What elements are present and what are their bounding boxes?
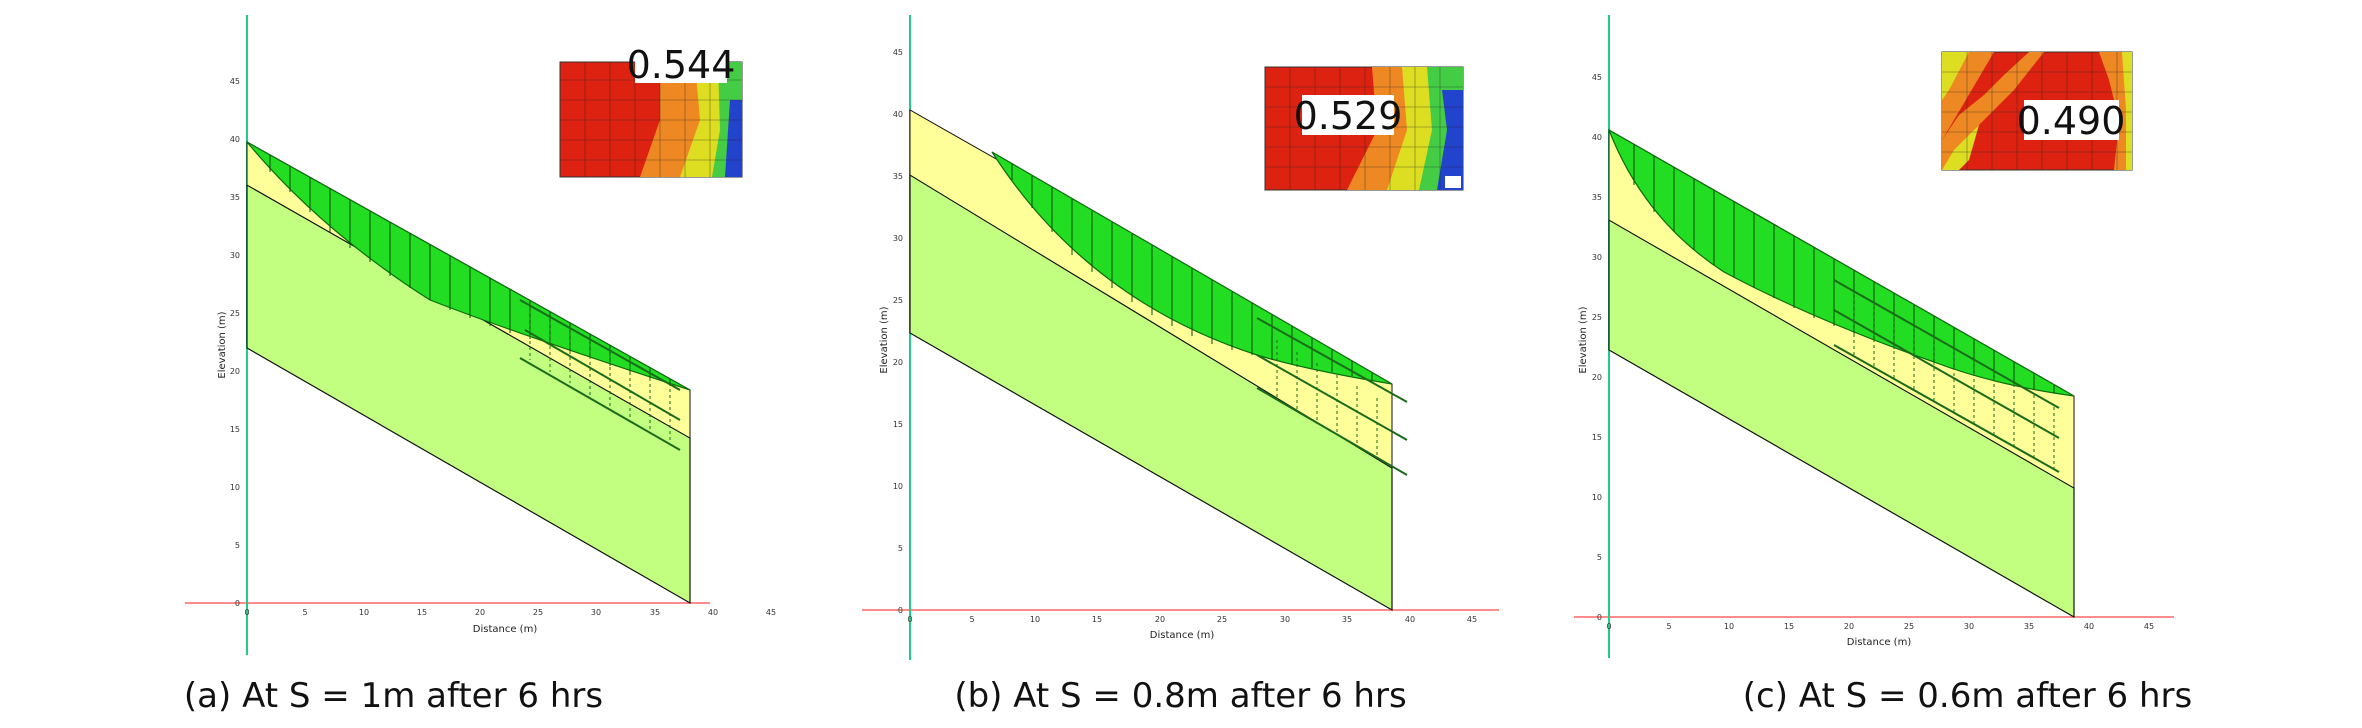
x-tick: 45 [2144, 622, 2154, 631]
y-tick: 40 [230, 135, 240, 144]
x-tick: 10 [1724, 622, 1734, 631]
y-tick: 15 [230, 425, 240, 434]
x-tick: 25 [533, 608, 543, 617]
slip-mass [246, 141, 691, 391]
factor-of-safety-label: 0.544 [627, 43, 736, 87]
y-tick: 35 [1592, 193, 1602, 202]
panel-b: 0 5 10 15 20 25 30 35 40 45 0 5 10 15 20… [787, 0, 1574, 728]
y-tick: 5 [235, 541, 240, 550]
y-tick: 25 [230, 309, 240, 318]
y-tick: 40 [893, 110, 903, 119]
x-tick: 25 [1217, 615, 1227, 624]
x-tick: 40 [1405, 615, 1415, 624]
x-tick: 45 [1467, 615, 1477, 624]
x-tick: 25 [1904, 622, 1914, 631]
y-tick: 30 [893, 234, 903, 243]
y-tick: 40 [1592, 133, 1602, 142]
x-tick: 10 [1030, 615, 1040, 624]
slice-lines [1011, 164, 1373, 380]
panel-a: 0 5 10 15 20 25 30 35 40 45 0 5 10 15 20… [0, 0, 787, 728]
fs-contour-inset [1264, 66, 1464, 191]
y-tick: 10 [1592, 493, 1602, 502]
factor-of-safety-label: 0.529 [1294, 94, 1403, 138]
x-tick: 30 [1280, 615, 1290, 624]
y-tick: 20 [230, 367, 240, 376]
y-tick: 5 [898, 544, 903, 553]
x-tick: 20 [1844, 622, 1854, 631]
panel-caption: (c) At S = 0.6m after 6 hrs [1742, 676, 2193, 716]
x-tick: 35 [2024, 622, 2034, 631]
y-tick: 45 [230, 77, 240, 86]
x-axis-title: Distance (m) [473, 624, 538, 635]
x-tick: 5 [1666, 622, 1671, 631]
nail-zone [1276, 340, 1378, 456]
y-tick: 30 [1592, 253, 1602, 262]
x-tick: 15 [417, 608, 427, 617]
y-tick: 45 [893, 48, 903, 57]
y-tick: 0 [235, 599, 240, 608]
y-axis-title: Elevation (m) [879, 306, 890, 373]
x-tick: 40 [708, 608, 718, 617]
slip-mass [1607, 128, 2075, 397]
factor-of-safety-label: 0.490 [2017, 99, 2126, 143]
y-tick: 5 [1597, 553, 1602, 562]
x-tick: 5 [969, 615, 974, 624]
x-tick: 15 [1784, 622, 1794, 631]
fs-contour-inset [559, 45, 743, 178]
x-tick: 30 [1964, 622, 1974, 631]
panel-caption: (a) At S = 1m after 6 hrs [183, 676, 604, 716]
x-axis-title: Distance (m) [1847, 637, 1912, 648]
x-tick: 0 [907, 615, 912, 624]
slope-diagram-a: 0 5 10 15 20 25 30 35 40 45 0 5 10 15 20… [185, 15, 776, 655]
y-tick: 20 [893, 358, 903, 367]
soil-nails [1256, 317, 1408, 476]
x-tick: 45 [766, 608, 776, 617]
x-axis-title: Distance (m) [1150, 630, 1215, 641]
slope-diagram-c: 0 5 10 15 20 25 30 35 40 45 0 5 10 15 20… [1574, 15, 2174, 658]
fs-contour-inset [1941, 51, 2133, 171]
y-tick: 25 [1592, 313, 1602, 322]
x-tick: 40 [2084, 622, 2094, 631]
x-tick: 0 [244, 608, 249, 617]
y-tick: 35 [893, 172, 903, 181]
y-tick: 10 [230, 483, 240, 492]
x-tick: 10 [359, 608, 369, 617]
y-tick: 10 [893, 482, 903, 491]
y-tick: 0 [1597, 613, 1602, 622]
x-tick: 35 [650, 608, 660, 617]
x-tick: 5 [302, 608, 307, 617]
x-tick: 20 [1155, 615, 1165, 624]
nail-zone [529, 305, 671, 441]
slope-diagram-b: 0 5 10 15 20 25 30 35 40 45 0 5 10 15 20… [862, 15, 1499, 660]
y-tick: 45 [1592, 73, 1602, 82]
soil-nails [519, 299, 681, 451]
y-axis-title: Elevation (m) [217, 311, 228, 378]
x-tick: 0 [1606, 622, 1611, 631]
x-tick: 30 [591, 608, 601, 617]
y-tick: 20 [1592, 373, 1602, 382]
y-tick: 15 [893, 420, 903, 429]
x-tick: 35 [1342, 615, 1352, 624]
y-axis-title: Elevation (m) [1578, 306, 1589, 373]
y-tick: 25 [893, 296, 903, 305]
y-tick: 35 [230, 193, 240, 202]
y-tick: 30 [230, 251, 240, 260]
y-tick: 15 [1592, 433, 1602, 442]
soil-nails [1833, 279, 2060, 473]
x-tick: 20 [475, 608, 485, 617]
y-tick: 0 [898, 606, 903, 615]
nail-zone [1853, 292, 2055, 470]
x-tick: 15 [1092, 615, 1102, 624]
panel-caption: (b) At S = 0.8m after 6 hrs [954, 676, 1407, 716]
panel-c: 0 5 10 15 20 25 30 35 40 45 0 5 10 15 20… [1574, 0, 2361, 728]
